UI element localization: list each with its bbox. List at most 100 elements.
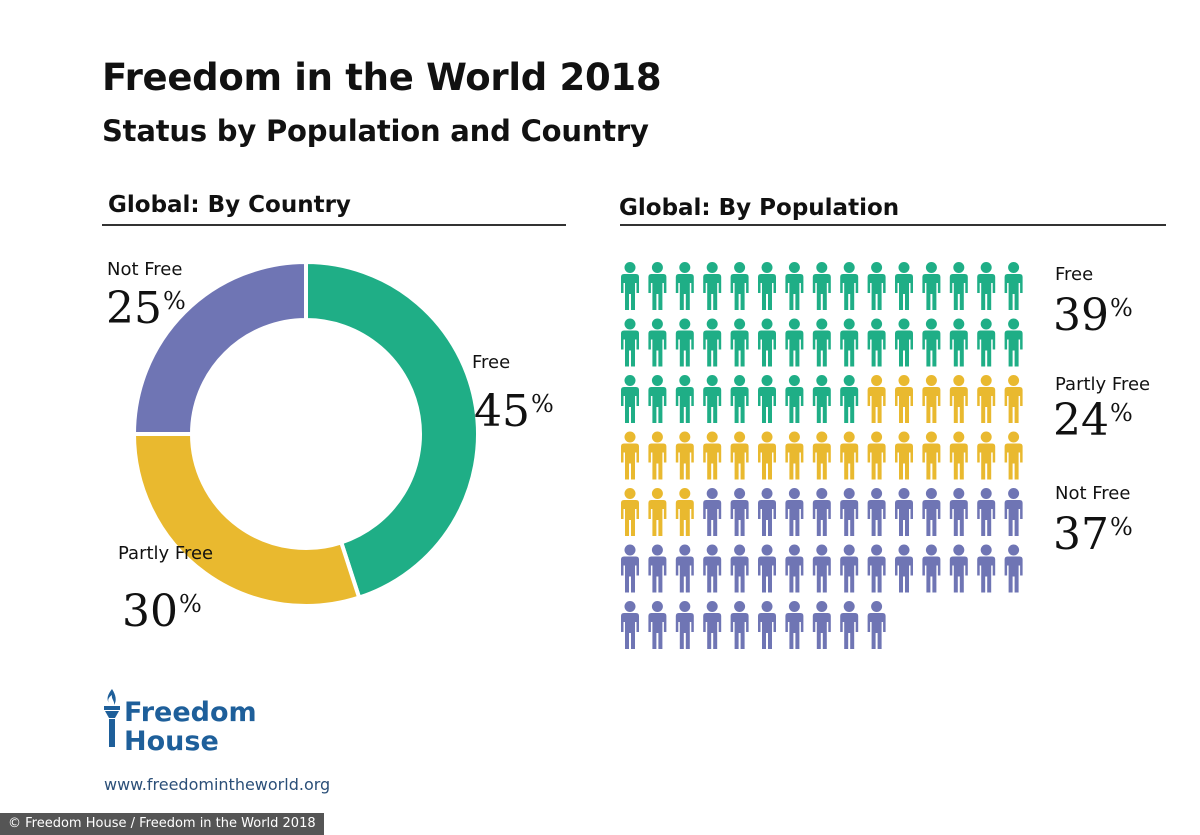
person-icon-not-free xyxy=(675,601,694,649)
person-icon-not-free xyxy=(730,601,749,649)
person-icon-free xyxy=(812,318,831,367)
person-icon-partly-free xyxy=(648,488,667,536)
website-url: www.freedomintheworld.org xyxy=(104,775,331,794)
person-icon-not-free xyxy=(703,488,722,536)
person-icon-partly-free xyxy=(867,375,886,423)
population-label-not-free: Not Free xyxy=(1055,483,1131,504)
logo-line-2: House xyxy=(124,726,219,757)
person-icon-partly-free xyxy=(922,431,941,480)
population-value-partly-free-number: 24 xyxy=(1053,395,1109,446)
person-icon-partly-free xyxy=(621,488,639,536)
person-icon-free xyxy=(785,318,804,367)
person-icon-not-free xyxy=(730,544,749,593)
person-icon-partly-free xyxy=(703,431,722,480)
person-icon-not-free xyxy=(895,488,913,536)
person-icon-free xyxy=(840,375,859,423)
person-icon-not-free xyxy=(1004,544,1023,593)
person-icon-free xyxy=(621,318,639,367)
person-icon-not-free xyxy=(840,488,859,536)
country-label-free: Free xyxy=(472,352,511,373)
country-value-not-free-unit: % xyxy=(163,287,186,315)
person-icon-partly-free xyxy=(621,431,639,480)
person-icon-free xyxy=(949,318,968,367)
country-value-free-number: 45 xyxy=(474,386,530,437)
person-icon-not-free xyxy=(812,544,831,593)
person-icon-not-free xyxy=(977,544,996,593)
population-label-free: Free xyxy=(1055,264,1094,285)
person-icon-free xyxy=(703,375,722,423)
person-icon-free xyxy=(703,262,722,310)
person-icon-not-free xyxy=(621,601,639,649)
person-icon-free xyxy=(703,318,722,367)
person-icon-partly-free xyxy=(1004,431,1023,480)
person-icon-partly-free xyxy=(675,431,694,480)
population-value-free-number: 39 xyxy=(1053,290,1109,341)
country-value-partly-free-number: 30 xyxy=(122,586,178,637)
person-icon-not-free xyxy=(758,544,776,593)
person-icon-free xyxy=(648,375,667,423)
person-icon-free xyxy=(840,262,859,310)
person-icon-partly-free xyxy=(648,431,667,480)
country-section-heading: Global: By Country xyxy=(108,192,351,218)
person-icon-free xyxy=(621,262,639,310)
person-icon-free xyxy=(977,318,996,367)
person-icon-not-free xyxy=(648,601,667,649)
person-icon-not-free xyxy=(949,488,968,536)
population-value-not-free-unit: % xyxy=(1110,513,1133,541)
person-icon-not-free xyxy=(812,601,831,649)
person-icon-free xyxy=(1004,262,1023,310)
person-icon-free xyxy=(675,375,694,423)
person-icon-free xyxy=(785,375,804,423)
person-icon-not-free xyxy=(1004,488,1023,536)
logo-line-1: Freedom xyxy=(124,697,257,728)
person-icon-partly-free xyxy=(675,488,694,536)
torch-icon xyxy=(104,689,120,747)
population-value-not-free-number: 37 xyxy=(1053,509,1109,560)
person-icon-partly-free xyxy=(922,375,941,423)
person-icon-not-free xyxy=(785,488,804,536)
person-icon-partly-free xyxy=(840,431,859,480)
person-icon-free xyxy=(812,375,831,423)
person-icon-partly-free xyxy=(895,375,913,423)
person-icon-free xyxy=(895,262,913,310)
person-icon-free xyxy=(949,262,968,310)
population-value-partly-free-unit: % xyxy=(1110,399,1133,427)
person-icon-free xyxy=(758,262,776,310)
person-icon-free xyxy=(730,262,749,310)
person-icon-free xyxy=(977,262,996,310)
person-icon-partly-free xyxy=(977,431,996,480)
country-value-not-free-number: 25 xyxy=(106,283,162,334)
person-icon-free xyxy=(675,318,694,367)
person-icon-free xyxy=(758,375,776,423)
chart-subtitle: Status by Population and Country xyxy=(102,114,649,148)
person-icon-not-free xyxy=(977,488,996,536)
person-icon-free xyxy=(621,375,639,423)
person-icon-partly-free xyxy=(895,431,913,480)
person-icon-free xyxy=(1004,318,1023,367)
person-icon-not-free xyxy=(867,544,886,593)
donut-slice-partly-free xyxy=(131,432,362,608)
country-value-partly-free: 30% xyxy=(122,590,202,634)
country-label-not-free: Not Free xyxy=(107,259,183,280)
person-icon-not-free xyxy=(949,544,968,593)
person-icon-free xyxy=(922,262,941,310)
person-icon-free xyxy=(922,318,941,367)
country-section-rule xyxy=(102,224,566,226)
population-value-partly-free: 24% xyxy=(1053,399,1133,443)
population-value-not-free: 37% xyxy=(1053,513,1133,557)
person-icon-free xyxy=(648,262,667,310)
person-icon-partly-free xyxy=(1004,375,1023,423)
person-icon-not-free xyxy=(867,488,886,536)
person-icon-not-free xyxy=(675,544,694,593)
person-icon-not-free xyxy=(922,488,941,536)
country-value-partly-free-unit: % xyxy=(179,590,202,618)
person-icon-free xyxy=(895,318,913,367)
person-icon-not-free xyxy=(648,544,667,593)
person-icon-free xyxy=(867,262,886,310)
person-icon-not-free xyxy=(703,601,722,649)
person-icon-partly-free xyxy=(785,431,804,480)
person-icon-free xyxy=(758,318,776,367)
country-value-not-free: 25% xyxy=(106,287,186,331)
